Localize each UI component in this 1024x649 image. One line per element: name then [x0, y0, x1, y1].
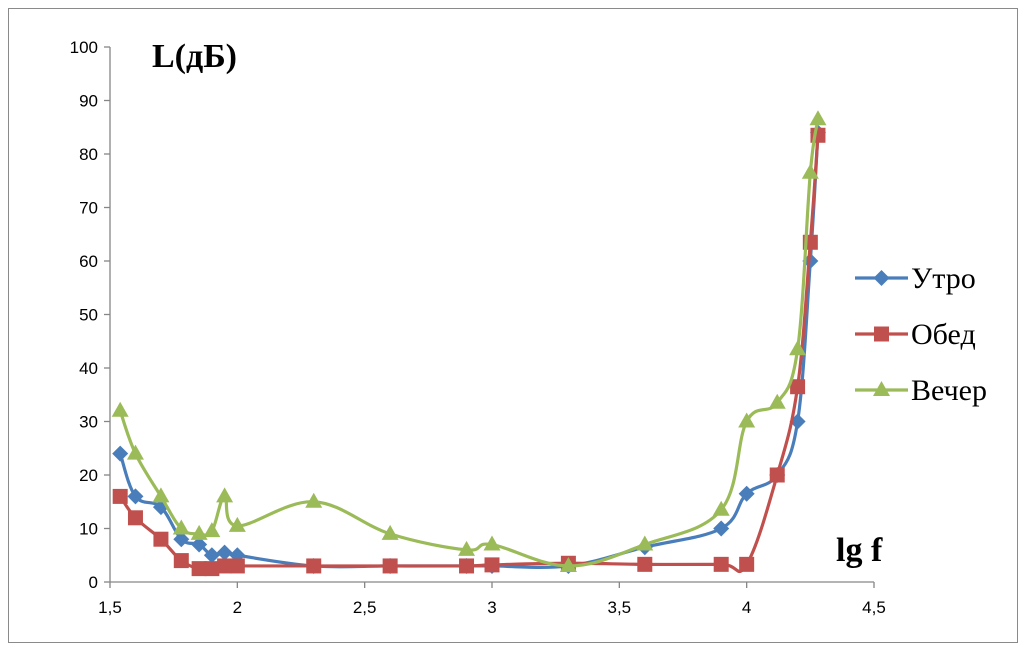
x-tick-label: 4,5	[862, 598, 886, 617]
data-point	[769, 467, 785, 483]
y-tick-label: 40	[79, 359, 98, 378]
data-point	[111, 401, 129, 417]
data-point	[229, 558, 245, 574]
data-point	[636, 535, 654, 551]
data-point	[559, 556, 577, 572]
data-point	[203, 547, 220, 564]
data-point	[190, 524, 208, 540]
y-tick-label: 70	[79, 199, 98, 218]
legend-item: Утро	[855, 262, 976, 295]
x-tick-label: 3,5	[608, 598, 632, 617]
data-point	[768, 393, 786, 409]
y-tick-label: 80	[79, 145, 98, 164]
x-axis-title: lg f	[836, 532, 883, 569]
y-tick-label: 30	[79, 413, 98, 432]
data-point	[112, 488, 128, 504]
data-point	[738, 412, 756, 428]
legend: Утро Обед Вечер	[855, 262, 987, 407]
y-tick-label: 90	[79, 92, 98, 111]
series-2	[112, 127, 826, 577]
data-point	[203, 522, 221, 538]
data-point	[305, 492, 323, 508]
data-point	[789, 340, 807, 356]
data-point	[228, 516, 246, 532]
data-point	[712, 500, 730, 516]
y-axis-title: L(дБ)	[152, 38, 237, 75]
data-point	[191, 561, 207, 577]
data-point	[216, 487, 234, 503]
legend-label: Вечер	[911, 374, 987, 407]
tick-marks	[104, 46, 875, 588]
data-point	[217, 558, 233, 574]
legend-label: Обед	[911, 318, 976, 351]
data-point	[127, 488, 144, 505]
data-point	[173, 531, 190, 548]
legend-marker	[873, 270, 890, 286]
data-point	[173, 553, 189, 569]
y-tick-label: 100	[70, 38, 98, 57]
x-tick-label: 2,5	[353, 598, 377, 617]
x-tick-label: 2	[233, 598, 242, 617]
data-point	[738, 485, 755, 502]
tick-labels: 0 10 20 30 40 50 60 70 80 90 100 1,5 2 2,5 3 3,5 4 4,5	[70, 38, 886, 617]
data-point	[172, 519, 190, 535]
y-tick-label: 10	[79, 520, 98, 539]
y-tick-label: 50	[79, 306, 98, 325]
data-point	[191, 536, 208, 553]
data-point	[483, 535, 501, 551]
data-point	[637, 556, 653, 572]
data-point	[126, 444, 144, 460]
data-point	[801, 163, 819, 179]
series-3	[111, 110, 827, 572]
legend-marker	[873, 381, 890, 396]
data-point	[739, 556, 755, 572]
data-point	[153, 531, 169, 547]
data-point	[790, 379, 806, 395]
data-point	[382, 558, 398, 574]
legend-item: Обед	[855, 318, 976, 351]
legend-marker	[874, 326, 889, 342]
data-point	[216, 544, 233, 561]
x-tick-label: 4	[742, 598, 751, 617]
data-point	[127, 510, 143, 526]
data-point	[809, 110, 827, 126]
series-layer	[111, 110, 827, 577]
data-point	[152, 487, 170, 503]
data-point	[713, 520, 730, 537]
data-point	[112, 445, 129, 462]
data-point	[204, 561, 220, 577]
legend-label: Утро	[911, 262, 976, 295]
x-tick-label: 3	[487, 598, 496, 617]
y-tick-label: 60	[79, 252, 98, 271]
y-tick-label: 0	[89, 573, 98, 592]
x-tick-label: 1,5	[98, 598, 122, 617]
data-point	[459, 558, 475, 574]
legend-item: Вечер	[855, 374, 987, 407]
data-point	[713, 556, 729, 572]
data-point	[484, 557, 500, 573]
y-tick-label: 20	[79, 466, 98, 485]
data-point	[381, 524, 399, 540]
data-point	[458, 540, 476, 556]
data-point	[306, 558, 322, 574]
